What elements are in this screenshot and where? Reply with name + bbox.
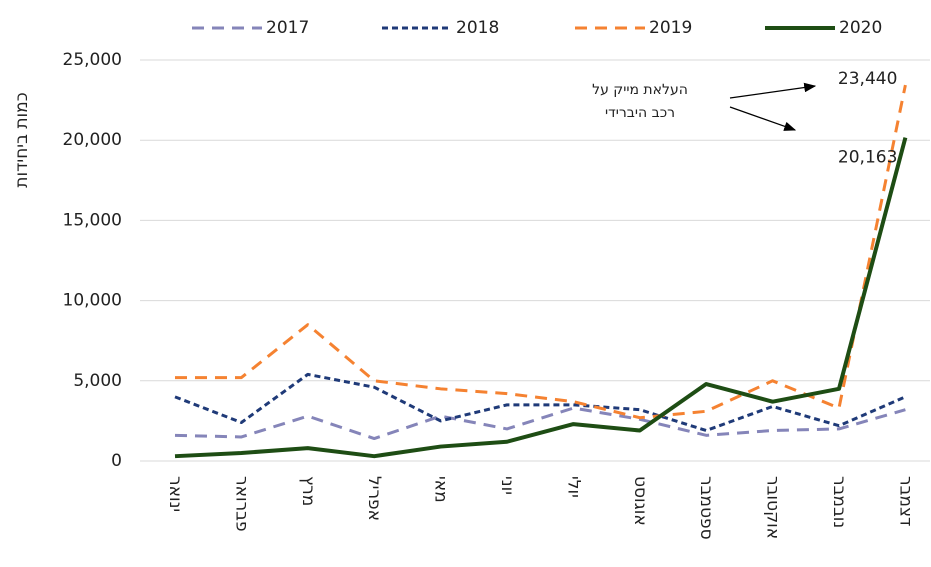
y-tick-label: 10,000	[63, 291, 122, 311]
x-tick-label: נובמבר	[829, 476, 849, 528]
x-tick-label: אפריל	[364, 476, 384, 521]
series-line	[174, 372, 906, 433]
x-tick-label: יולי	[563, 476, 583, 498]
legend-label: 2017	[266, 18, 309, 38]
y-axis-label: כמות ביחידות	[12, 92, 32, 187]
legend-label: 2020	[839, 18, 882, 38]
x-tick-label: אוקטובר	[763, 476, 783, 539]
series-line	[174, 406, 906, 441]
x-tick-label: ינואר	[165, 476, 185, 512]
x-tick-label: אוגוסט	[630, 476, 650, 526]
series-line	[174, 137, 908, 459]
x-tick-label: דצמבר	[895, 476, 915, 526]
y-tick-label: 15,000	[63, 210, 122, 230]
annotation-arrow	[729, 106, 797, 131]
y-tick-label: 25,000	[63, 50, 122, 70]
series-line	[175, 84, 907, 420]
y-tick-label: 5,000	[73, 371, 122, 391]
x-tick-label: מאי	[431, 476, 451, 503]
legend-label: 2019	[649, 18, 692, 38]
x-tick-label: ספטמבר	[696, 476, 716, 540]
y-tick-label: 0	[111, 451, 122, 471]
x-tick-label: מרץ	[298, 476, 318, 506]
legend-label: 2018	[456, 18, 499, 38]
annotation: רכב היברידי	[605, 105, 675, 121]
data-label: 23,440	[838, 69, 897, 89]
x-tick-label: פברואר	[231, 476, 251, 532]
annotation-arrow	[729, 82, 817, 99]
data-label: 20,163	[838, 148, 897, 168]
annotation: העלאת מייק על	[592, 82, 688, 98]
y-tick-label: 20,000	[63, 130, 122, 150]
x-tick-label: יוני	[497, 476, 517, 495]
